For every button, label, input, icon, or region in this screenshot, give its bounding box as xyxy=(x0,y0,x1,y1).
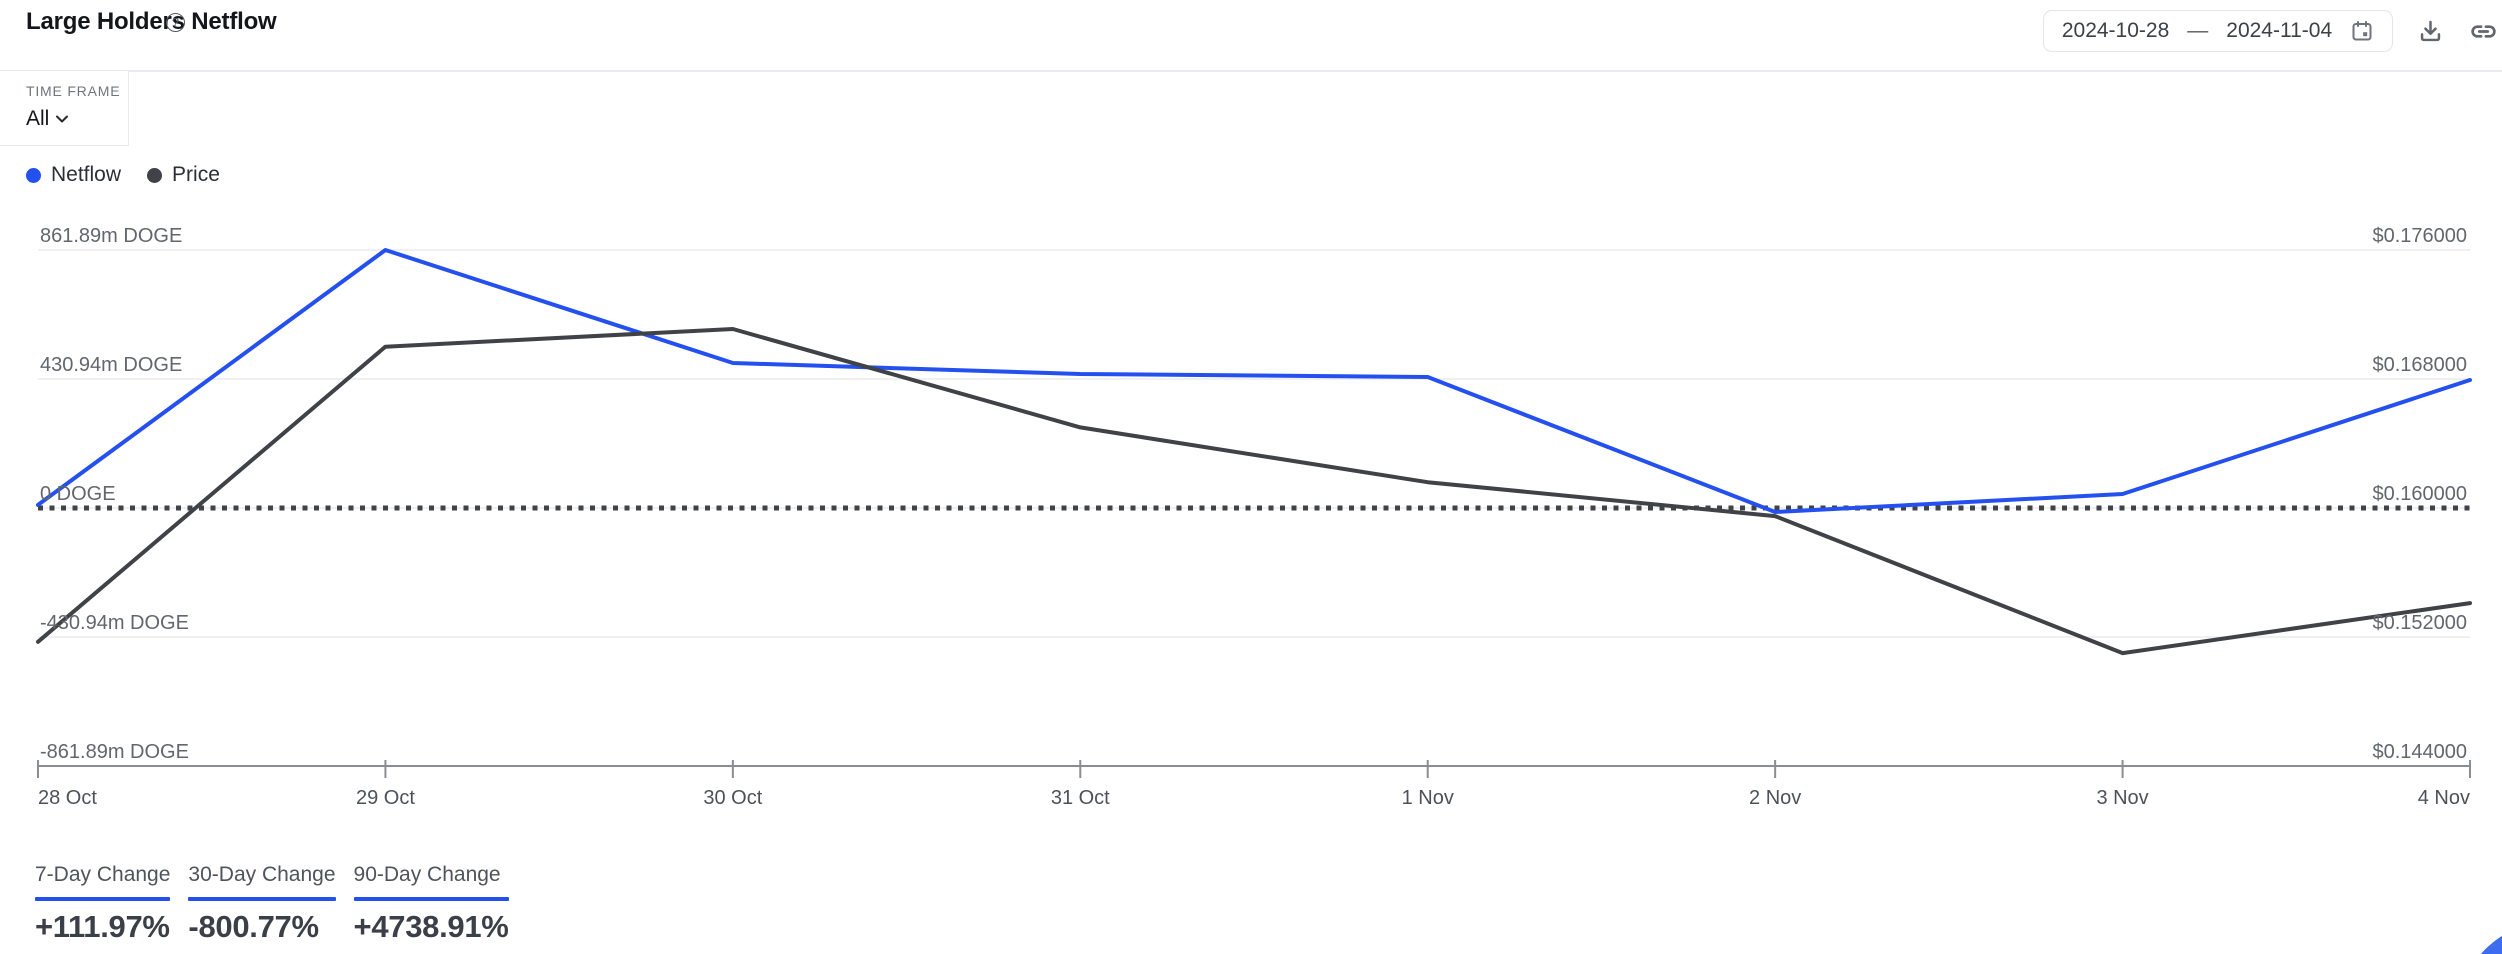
x-axis-label: 30 Oct xyxy=(703,787,763,809)
page-title: Large Holders Netflow xyxy=(26,8,277,35)
x-axis-label: 3 Nov xyxy=(2096,787,2149,809)
stat-value: +4738.91% xyxy=(353,909,509,944)
y-axis-label-right: $0.152000 xyxy=(2372,612,2467,634)
change-stats: 7-Day Change +111.97% 30-Day Change -800… xyxy=(35,862,509,945)
stat-underline xyxy=(188,897,336,901)
y-axis-label-left: 0 DOGE xyxy=(40,483,116,505)
legend-item-netflow[interactable]: Netflow xyxy=(26,163,121,187)
end-date: 2024-11-04 xyxy=(2226,19,2333,42)
stat-value: -800.77% xyxy=(188,909,319,944)
netflow-line xyxy=(36,248,2472,514)
question-mark-glyph: ? xyxy=(171,15,180,30)
y-axis-label-right: $0.144000 xyxy=(2372,741,2467,763)
y-axis-label-left: -430.94m DOGE xyxy=(40,612,189,634)
netflow-legend-label: Netflow xyxy=(51,163,122,186)
start-date: 2024-10-28 xyxy=(2061,19,2170,42)
stat-30-day-change: 30-Day Change -800.77% xyxy=(188,862,336,945)
y-axis-label-right: $0.160000 xyxy=(2372,483,2467,505)
x-axis-label: 2 Nov xyxy=(1749,787,1802,809)
price-legend-label: Price xyxy=(172,163,220,186)
download-icon xyxy=(2417,18,2444,45)
chart-legend: Netflow Price xyxy=(26,160,220,190)
date-range-separator: — xyxy=(2187,19,2209,42)
price-line xyxy=(36,327,2472,656)
link-icon xyxy=(2469,17,2498,46)
x-axis-label: 31 Oct xyxy=(1050,787,1110,809)
x-axis-label: 4 Nov xyxy=(2417,787,2470,809)
netflow-legend-dot xyxy=(26,167,41,183)
chevron-down-icon xyxy=(55,114,69,124)
x-axis-label: 29 Oct xyxy=(355,787,415,809)
y-axis-label-left: -861.89m DOGE xyxy=(40,741,189,763)
download-button[interactable] xyxy=(2415,16,2445,46)
date-range-picker[interactable]: 2024-10-28 — 2024-11-04 xyxy=(2043,10,2393,52)
stat-label: 7-Day Change xyxy=(35,863,171,886)
stat-7-day-change: 7-Day Change +111.97% xyxy=(35,862,171,945)
timeframe-dropdown[interactable]: TIME FRAME All xyxy=(0,71,129,146)
calendar-icon xyxy=(2350,19,2374,43)
price-legend-dot xyxy=(147,167,163,183)
legend-item-price[interactable]: Price xyxy=(147,163,220,187)
stat-90-day-change: 90-Day Change +4738.91% xyxy=(353,862,509,945)
y-axis-label-right: $0.176000 xyxy=(2372,225,2467,247)
y-axis-label-left: 430.94m DOGE xyxy=(40,354,183,376)
timeframe-label: TIME FRAME xyxy=(26,83,121,99)
stat-underline xyxy=(35,897,171,901)
x-axis-label: 1 Nov xyxy=(1401,787,1454,809)
y-axis-label-right: $0.168000 xyxy=(2372,354,2467,376)
y-axis-label-left: 861.89m DOGE xyxy=(40,225,183,247)
stat-label: 90-Day Change xyxy=(353,863,501,886)
x-axis-label: 28 Oct xyxy=(38,787,97,809)
help-icon[interactable]: ? xyxy=(166,13,185,32)
timeframe-value: All xyxy=(26,107,50,130)
header-divider xyxy=(0,70,2502,72)
stat-value: +111.97% xyxy=(35,909,170,944)
stat-label: 30-Day Change xyxy=(188,863,336,886)
share-link-button[interactable] xyxy=(2468,16,2498,46)
stat-underline xyxy=(353,897,509,901)
